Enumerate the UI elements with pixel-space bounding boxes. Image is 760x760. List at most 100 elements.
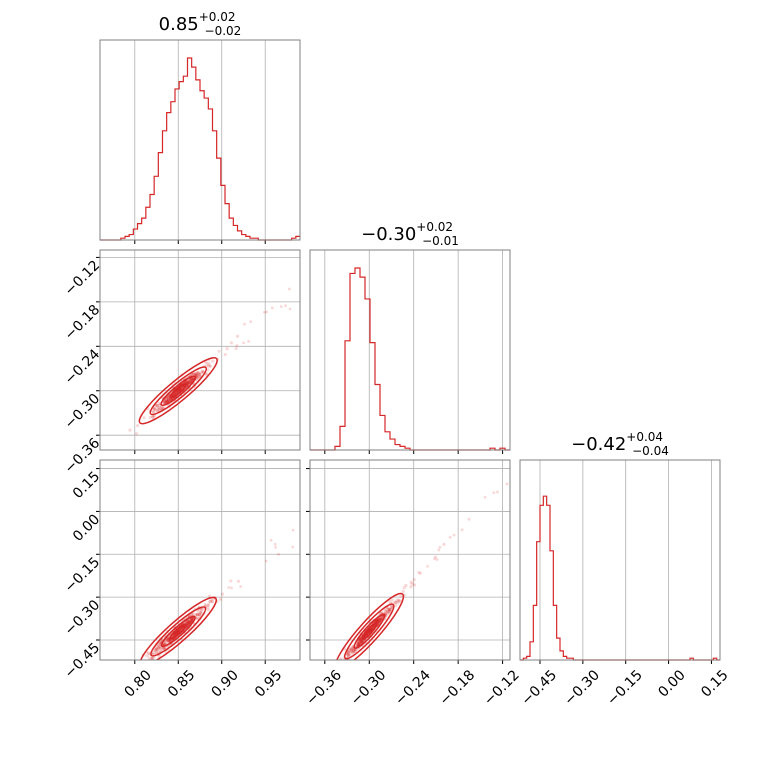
sample-point: [167, 639, 171, 643]
sample-point: [162, 642, 166, 646]
sample-point: [412, 583, 417, 587]
sample-point: [380, 616, 384, 621]
sample-point: [409, 580, 413, 584]
sample-point: [208, 364, 212, 368]
sample-point: [186, 623, 191, 627]
sample-point: [147, 656, 151, 660]
sample-point: [208, 364, 212, 368]
y-tick-label: −0.18: [62, 302, 104, 344]
title-median: −0.30: [361, 224, 416, 245]
sample-point: [185, 381, 190, 385]
sample-point: [190, 377, 194, 381]
sample-point: [167, 636, 171, 641]
sample-point: [164, 400, 168, 404]
panel-frame: [309, 249, 511, 451]
sample-point: [160, 405, 164, 409]
sample-point: [187, 621, 191, 625]
sample-point: [176, 629, 180, 633]
sample-point: [155, 408, 159, 413]
sample-point: [235, 344, 239, 347]
sample-point: [243, 322, 246, 326]
sample-point: [274, 546, 277, 549]
sample-point: [179, 627, 183, 631]
panel-grid: [539, 460, 712, 664]
sample-point: [353, 649, 358, 653]
x-tick-label: −0.30: [561, 667, 603, 709]
sample-point: [134, 432, 139, 436]
sample-point: [189, 379, 193, 383]
sample-point: [359, 639, 364, 644]
sample-point: [186, 621, 190, 625]
sample-point: [128, 428, 132, 432]
sample-point: [210, 599, 215, 604]
sample-point: [378, 618, 383, 622]
sample-point: [426, 564, 429, 568]
sample-point: [368, 628, 372, 633]
sample-point: [177, 388, 182, 392]
sample-point: [377, 621, 381, 625]
title-minus: −0.02: [205, 24, 242, 38]
sample-point: [196, 375, 200, 380]
contour-level: [150, 606, 207, 657]
sample-point: [186, 624, 190, 628]
sample-point: [154, 647, 159, 651]
sample-point: [358, 640, 363, 644]
marginal-title: 0.85+0.02 −0.02: [159, 10, 242, 38]
sample-point: [234, 346, 238, 351]
sample-point: [390, 598, 394, 602]
sample-point: [379, 616, 384, 620]
sample-point: [367, 630, 371, 634]
sample-point: [208, 600, 212, 604]
x-tick-label: 0.15: [698, 667, 731, 700]
sample-point: [156, 646, 160, 651]
sample-point: [376, 622, 380, 626]
sample-point: [378, 618, 383, 622]
sample-point: [394, 603, 398, 607]
sample-point: [175, 630, 179, 634]
sample-point: [186, 381, 191, 385]
sample-point: [195, 372, 199, 376]
sample-point: [151, 414, 155, 419]
sample-point: [209, 598, 213, 602]
sample-point: [174, 631, 179, 635]
sample-point: [397, 599, 401, 603]
sample-point: [166, 397, 170, 401]
sample-point: [175, 630, 179, 634]
sample-point: [339, 662, 342, 665]
sample-point: [358, 640, 362, 645]
x-tick-label: −0.24: [392, 667, 434, 709]
sample-point: [186, 619, 190, 623]
sample-point: [437, 548, 441, 552]
sample-point: [201, 370, 205, 374]
sample-point: [194, 612, 198, 616]
sample-point: [404, 583, 408, 588]
sample-point: [378, 616, 382, 621]
sample-point: [384, 613, 388, 617]
sample-point: [173, 392, 177, 396]
sample-point: [138, 665, 141, 668]
sample-point: [364, 632, 369, 636]
sample-point: [167, 398, 171, 403]
sample-point: [206, 603, 211, 607]
sample-point: [387, 611, 391, 615]
sample-point: [367, 630, 371, 634]
y-tick-label: −0.45: [62, 640, 104, 682]
sample-point: [178, 387, 182, 391]
sample-point: [157, 643, 161, 647]
sample-point: [144, 660, 147, 663]
x-tick-label: −0.12: [481, 667, 523, 709]
sample-point: [187, 621, 191, 625]
contour-level: [169, 383, 187, 399]
x-tick-label: 0.90: [209, 667, 242, 700]
sample-point: [166, 636, 170, 640]
sample-point: [339, 660, 342, 663]
sample-point: [136, 424, 140, 428]
sample-point: [273, 542, 277, 546]
sample-point: [179, 627, 183, 631]
sample-point: [379, 617, 383, 621]
sample-point: [396, 598, 401, 602]
sample-point: [161, 646, 165, 651]
sample-point: [166, 396, 171, 400]
sample-point: [176, 629, 180, 633]
sample-point: [355, 642, 359, 646]
